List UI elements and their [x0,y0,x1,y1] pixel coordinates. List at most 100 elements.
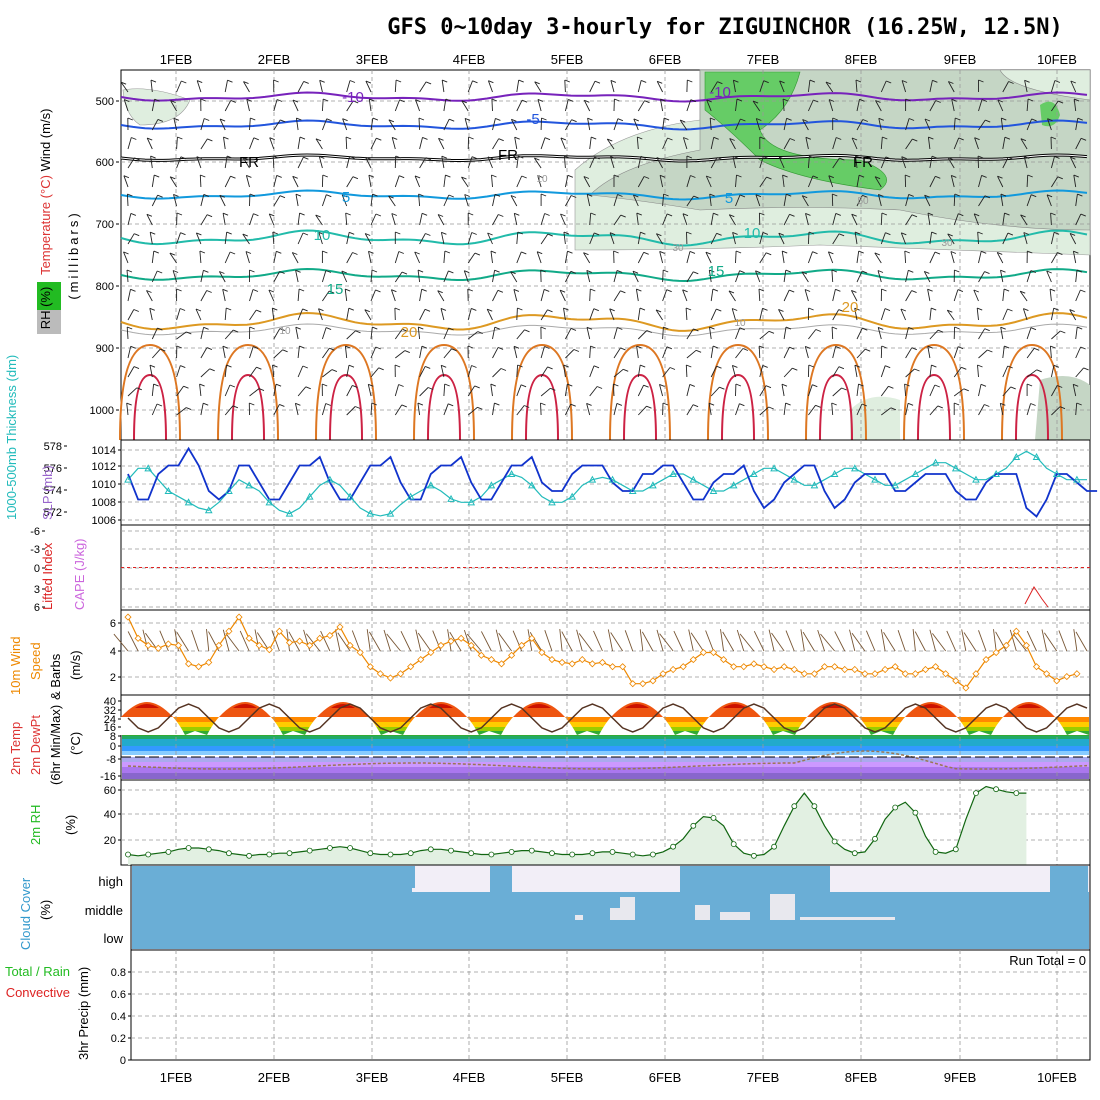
thickness-point [972,475,980,483]
wind-barb-flag [765,385,772,389]
wind-barb-flag [203,326,209,330]
wind-speed-point [235,613,243,621]
wind-barb [905,368,915,378]
wind-barb [565,119,572,131]
wind-barb-10m [995,631,1007,652]
thickness-point [830,469,839,477]
wind-barb-flag [491,98,498,102]
wind-barb [219,195,226,207]
wind-barb [583,252,591,264]
wind-barb-10m [1075,631,1088,652]
contour-15 [120,267,1088,283]
wind-barb-flag [197,80,203,84]
wind-barb-flag [325,403,331,406]
wind-barb-flag [828,251,834,255]
label-lifted: Lifted Index [40,542,55,610]
wind-barb [1026,327,1032,340]
wind-barb-flag [448,403,454,407]
thickness-point [608,475,617,483]
wind-barb [950,175,955,188]
wind-speed-point [740,663,748,671]
wind-barb-flag [494,269,500,273]
wind-barb [394,328,403,340]
wind-barb [783,289,790,302]
wind-speed-point [861,670,869,678]
wind-barb [927,289,931,302]
wind-barb-flag [249,326,255,330]
wind-barb [224,80,228,93]
temp-peak [317,702,369,717]
wind-barb [151,384,155,397]
wind-barb [346,385,353,397]
wind-barb [710,233,718,245]
wind-barb [516,364,519,378]
wind-barb-flag [153,250,159,254]
wind-barb [759,252,767,264]
wind-barb [1002,81,1009,93]
rh-point [569,851,576,858]
wind-barb-flag [573,349,580,352]
wind-barb-flag [759,212,765,216]
wind-barb [321,403,327,416]
wind-barb [200,290,208,302]
wind-barb [682,137,688,150]
wind-barb [706,99,712,112]
wind-barb-flag [170,176,176,180]
date-label-top: 5FEB [551,52,584,67]
wind-barb-flag [245,251,252,254]
wind-barb-flag [1080,137,1087,141]
wind-barb-flag [517,231,523,235]
wind-barb-flag [292,99,299,103]
wind-barb [292,176,299,188]
wind-barb-flag [584,99,590,103]
wind-barb-flag [977,307,983,311]
wind-barb [176,80,182,93]
wind-barb-flag [955,117,961,121]
wind-barb-flag [709,269,715,273]
wind-barb-flag [802,119,808,122]
wind-barb [1050,232,1055,245]
wind-barb [828,99,834,112]
wind-barb [832,309,840,321]
wind-barb [735,118,741,131]
wind-barb-flag [282,349,288,353]
cloud-low-mid [132,892,1089,949]
date-label-top: 6FEB [649,52,682,67]
wind-barb [735,194,741,207]
wind-barb-flag [660,98,666,102]
wind-barb [540,309,548,321]
wind-barb [514,137,518,150]
wind-speed-point [366,663,374,671]
wind-barb [126,269,129,283]
wind-barb-flag [394,364,401,368]
wind-barb-flag [461,176,467,180]
date-label-bottom: 6FEB [649,1070,682,1085]
wind-barb-flag [1007,308,1013,312]
wind-barb-10m [480,631,492,652]
tick-label: 40 [104,696,116,708]
wind-barb-flag [497,289,504,293]
wind-barb [856,384,859,397]
wind-barb-flag [789,138,796,141]
wind-barb [1020,138,1028,150]
wind-barb-flag [477,406,483,410]
rh-point [246,852,253,859]
wind-barb-flag [948,81,954,84]
wind-barb-flag [981,99,988,102]
wind-barb-flag [1000,326,1006,330]
wind-barb-flag [633,118,639,122]
wind-barb [759,156,764,169]
wind-speed-point [1032,663,1041,671]
wind-barb [589,345,591,359]
wind-barb-flag [272,307,278,311]
wind-barb [905,290,912,302]
wind-speed-point [1053,677,1061,685]
wind-barb-flag [716,365,722,369]
wind-barb-flag [521,175,527,179]
rh-region-moist [704,71,887,191]
wind-barb [297,137,301,150]
wind-barb-flag [233,329,239,333]
wind-barb-flag [229,251,236,255]
wind-barb [242,157,250,169]
rh-point [589,850,596,857]
